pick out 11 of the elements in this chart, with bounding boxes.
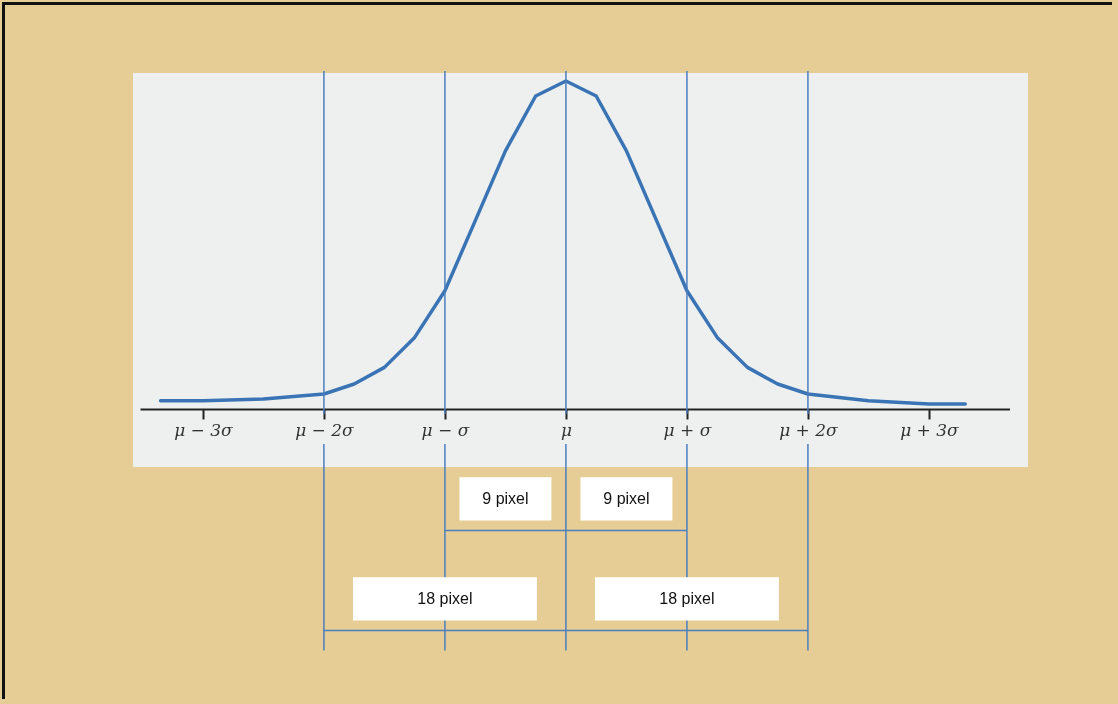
text: 18 pixel	[659, 589, 715, 607]
text: 9 pixel	[603, 489, 650, 507]
x-tick-label: μ − 2σ	[295, 420, 355, 441]
x-tick-label: μ − σ	[421, 420, 470, 441]
x-tick-label: μ	[560, 420, 572, 441]
text: 18 pixel	[417, 589, 473, 607]
x-tick-label: μ + 2σ	[779, 420, 839, 441]
x-tick-label: μ + 3σ	[900, 420, 960, 441]
text: 9 pixel	[482, 489, 529, 507]
x-tick-label: μ − 3σ	[174, 420, 234, 441]
x-tick-label: μ + σ	[663, 420, 712, 441]
